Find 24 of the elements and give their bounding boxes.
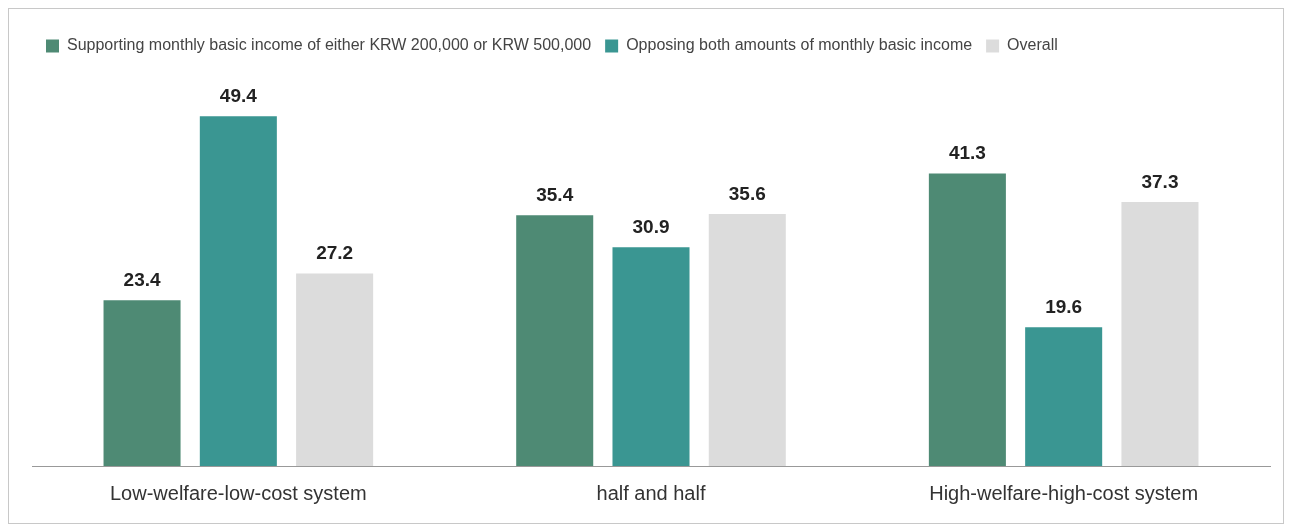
bar xyxy=(103,300,181,466)
data-label: 49.4 xyxy=(219,84,258,106)
bar xyxy=(612,247,690,466)
data-label: 35.4 xyxy=(536,184,574,206)
bar xyxy=(708,213,786,466)
data-label: 27.2 xyxy=(316,242,354,264)
bar xyxy=(1025,327,1103,466)
bar xyxy=(1121,201,1199,466)
data-label: 35.6 xyxy=(728,182,766,204)
legend-label: Opposing both amounts of monthly basic income xyxy=(626,36,973,54)
bar xyxy=(516,215,594,466)
bar xyxy=(296,273,374,466)
bar xyxy=(928,173,1006,466)
data-label: 23.4 xyxy=(123,269,161,291)
data-label: 30.9 xyxy=(632,215,670,237)
data-label: 41.3 xyxy=(948,142,986,164)
data-label: 37.3 xyxy=(1141,170,1179,192)
data-label: 19.6 xyxy=(1045,295,1083,317)
x-tick-label: Low-welfare-low-cost system xyxy=(109,481,367,504)
bar xyxy=(199,116,277,466)
legend-label: Overall xyxy=(1007,36,1058,54)
legend-label: Supporting monthly basic income of either KRW 200,000 or KRW 500,000 xyxy=(67,36,592,54)
x-tick-label: High-welfare-high-cost system xyxy=(929,481,1199,504)
x-tick-label: half and half xyxy=(596,481,706,504)
